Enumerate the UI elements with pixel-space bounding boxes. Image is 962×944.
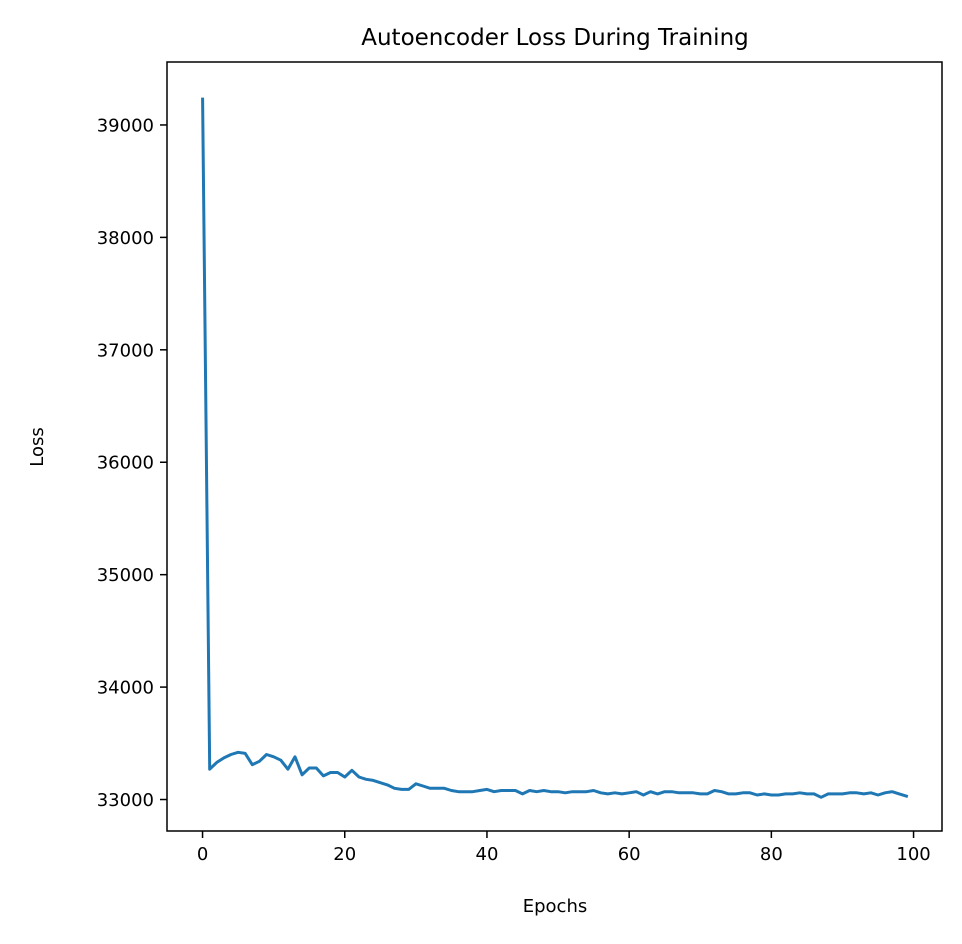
x-tick-label: 40 [476,844,499,865]
y-axis-label: Loss [27,427,48,466]
y-tick-label: 36000 [97,453,154,474]
chart-title: Autoencoder Loss During Training [361,25,749,51]
x-tick-label: 20 [333,844,356,865]
y-tick-label: 37000 [97,340,154,361]
y-tick-label: 38000 [97,228,154,249]
x-tick-label: 100 [896,844,930,865]
y-axis-ticks: 33000 34000 35000 36000 37000 38000 39000 [97,115,167,811]
y-tick-label: 39000 [97,115,154,136]
x-tick-label: 0 [197,844,208,865]
x-tick-label: 60 [618,844,641,865]
plot-frame [166,61,943,832]
y-tick-label: 35000 [97,565,154,586]
x-tick-label: 80 [760,844,783,865]
y-tick-label: 34000 [97,678,154,699]
loss-series-line [201,97,909,799]
x-axis-ticks: 0 20 40 60 80 100 [197,831,931,865]
x-axis-label: Epochs [523,896,588,917]
plot-area [167,62,942,831]
y-tick-label: 33000 [97,790,154,811]
